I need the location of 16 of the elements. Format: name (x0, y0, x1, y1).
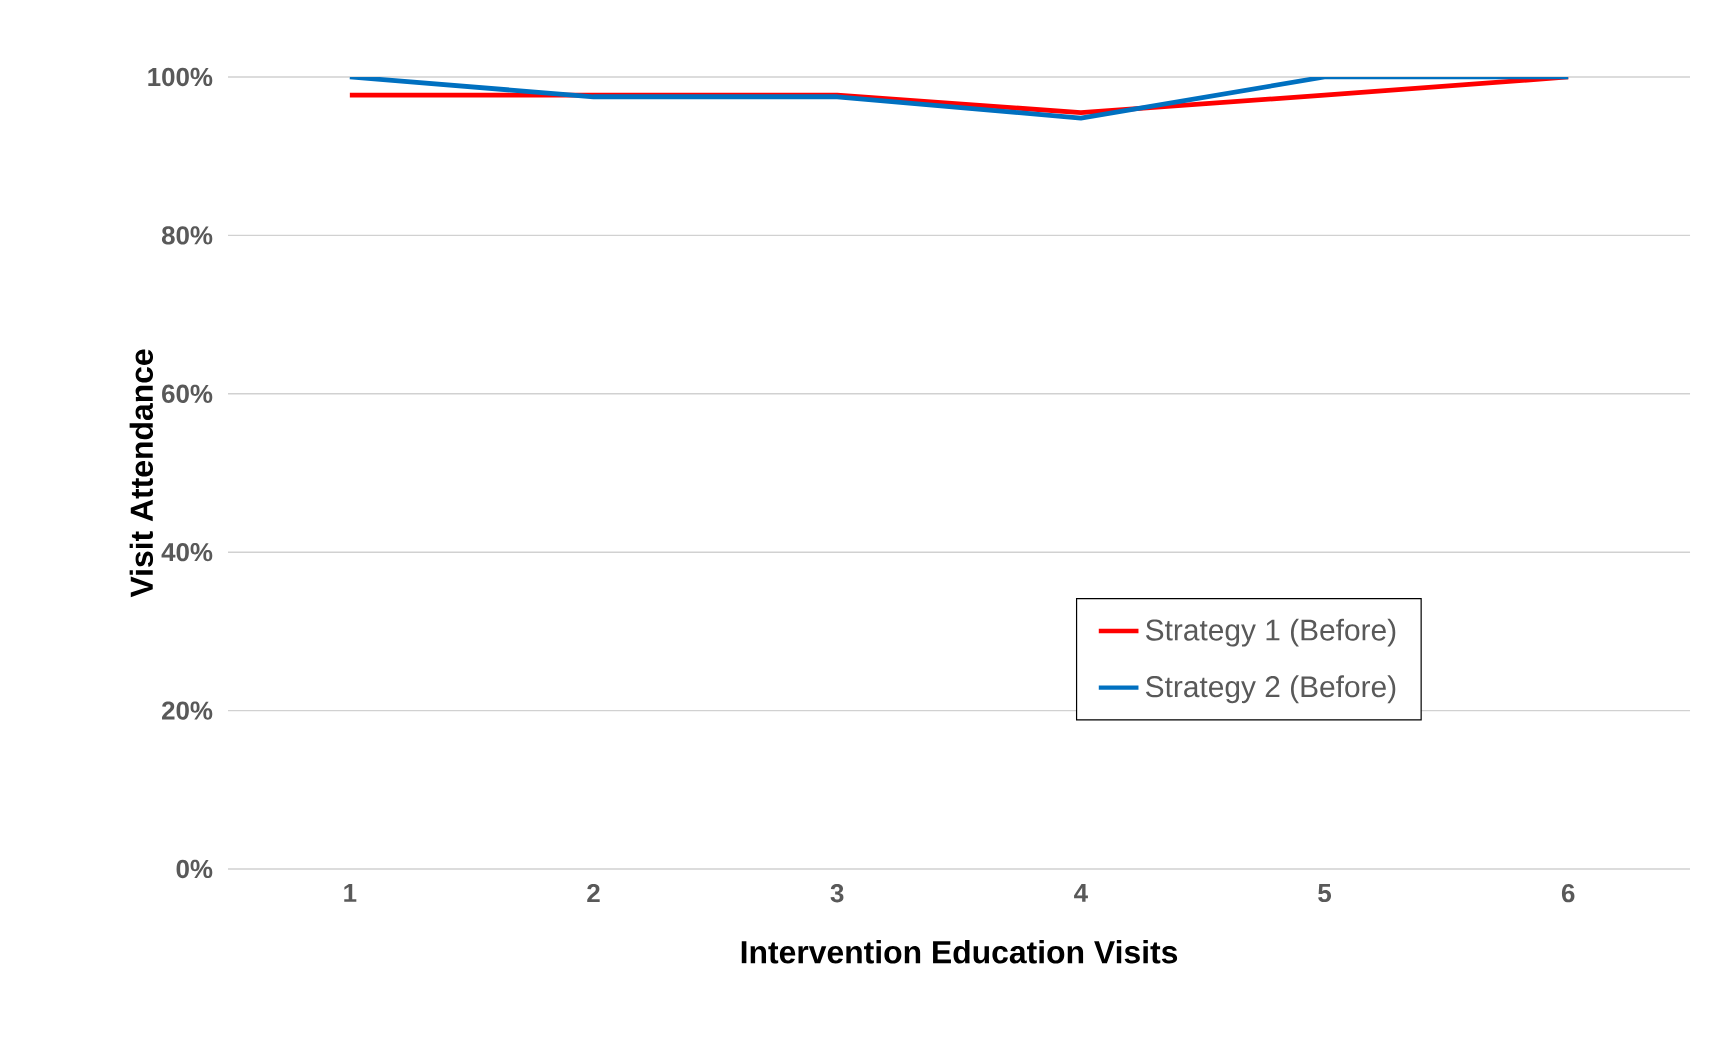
legend-label: Strategy 2 (Before) (1146, 675, 1396, 704)
x-tick-label: 6 (1561, 884, 1575, 903)
x-tick-label: 4 (1074, 884, 1088, 902)
y-tick-label: 60% (162, 384, 213, 403)
y-tick-label: 80% (161, 226, 213, 245)
y-axis-title: Visit Attendance (129, 349, 154, 598)
y-tick-label: 100% (148, 67, 213, 87)
x-tick-label: 1 (344, 884, 357, 902)
x-tick-label: 5 (1318, 884, 1332, 903)
x-tick-label: 2 (587, 884, 600, 903)
y-tick-label: 20% (162, 701, 213, 720)
x-axis-title: Intervention Education Visits (741, 940, 1178, 964)
legend-label: Strategy 1 (Before) (1146, 618, 1396, 647)
x-tick-label: 3 (830, 884, 844, 903)
y-tick-label: 0% (176, 859, 213, 879)
y-tick-label: 40% (161, 543, 213, 562)
